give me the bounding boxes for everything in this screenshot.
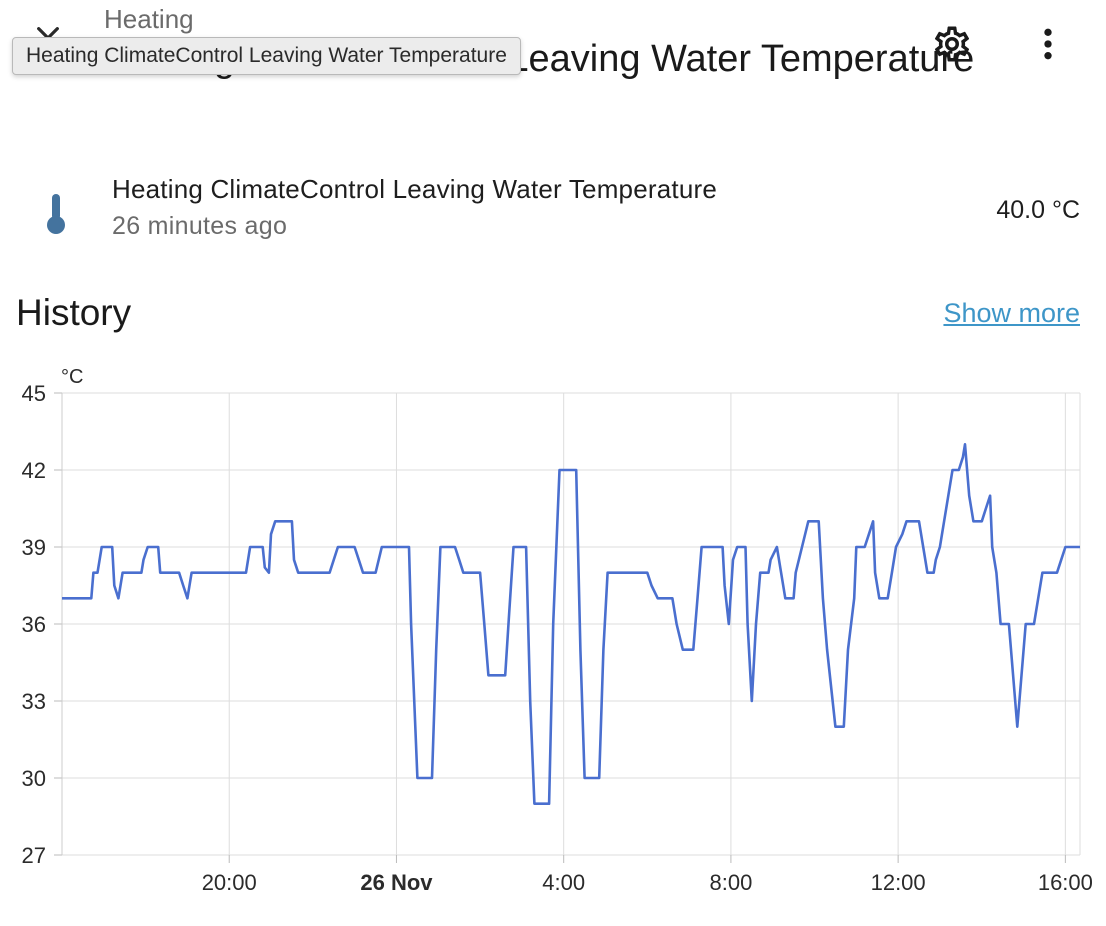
- x-tick-label: 16:00: [1038, 870, 1093, 895]
- y-tick-label: 42: [22, 458, 46, 483]
- y-tick-label: 45: [22, 381, 46, 406]
- dialog-header: Heating Heating ClimateControl Leaving W…: [0, 0, 1106, 110]
- last-changed: 26 minutes ago: [112, 212, 288, 240]
- entity-name: Heating ClimateControl Leaving Water Tem…: [112, 174, 717, 204]
- history-title: History: [16, 292, 132, 333]
- title-tooltip: Heating ClimateControl Leaving Water Tem…: [12, 37, 521, 75]
- more-options-button[interactable]: [1026, 20, 1070, 68]
- y-unit-label: °C: [61, 366, 83, 388]
- y-tick-label: 30: [22, 766, 46, 791]
- thermometer-icon: [47, 194, 65, 234]
- more-vertical-icon: [1044, 28, 1052, 60]
- y-tick-label: 36: [22, 612, 46, 637]
- history-chart[interactable]: 27 30 33 36 39 42 45 20:00 26 Nov 4:00 8:00 12:00 16…: [0, 350, 1106, 910]
- x-tick-label: 8:00: [709, 870, 752, 895]
- show-more-link[interactable]: Show more: [943, 298, 1080, 328]
- history-chart-svg[interactable]: 27 30 33 36 39 42 45 20:00 26 Nov 4:00 8:00 12:00 16…: [0, 350, 1106, 910]
- x-tick-label: 20:00: [202, 870, 257, 895]
- entity-state: 40.0 °C: [996, 196, 1080, 224]
- x-tick-label: 12:00: [871, 870, 926, 895]
- breadcrumb[interactable]: Heating: [104, 4, 194, 34]
- gear-icon: [934, 26, 970, 62]
- y-tick-label: 39: [22, 535, 46, 560]
- settings-button[interactable]: [928, 20, 976, 68]
- x-tick-label: 26 Nov: [360, 870, 433, 895]
- x-tick-label: 4:00: [542, 870, 585, 895]
- y-tick-label: 27: [22, 843, 46, 868]
- y-tick-label: 33: [22, 689, 46, 714]
- entity-row[interactable]: Heating ClimateControl Leaving Water Tem…: [0, 160, 1106, 260]
- temperature-series-line: [62, 443, 1080, 805]
